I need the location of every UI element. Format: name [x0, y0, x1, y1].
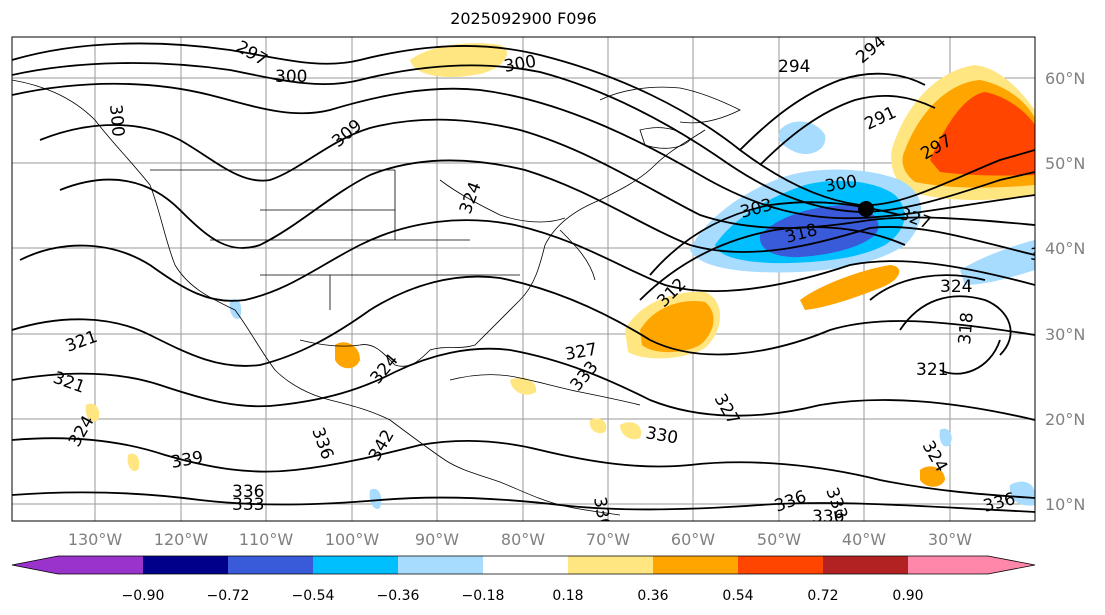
lat-label: 10°N	[1045, 495, 1085, 514]
coastline	[299, 129, 706, 367]
contour-label: 336	[232, 482, 264, 502]
colorbar-extend-high	[988, 556, 1035, 574]
contour-line	[39, 118, 1035, 229]
colorbar-segment	[143, 556, 228, 574]
negative-anomaly-area	[778, 121, 826, 155]
colorbar-segment	[653, 556, 738, 574]
lat-label: 60°N	[1045, 69, 1085, 88]
lon-label: 90°W	[415, 530, 459, 549]
graticule	[12, 37, 1035, 521]
contour-line	[59, 159, 1035, 256]
colorbar-tick-label: 0.54	[722, 588, 753, 604]
lon-label: 130°W	[68, 530, 123, 549]
colorbar-tick-label: −0.54	[292, 588, 335, 604]
lat-label: 30°N	[1045, 325, 1085, 344]
colorbar-tick-label: −0.18	[462, 588, 505, 604]
contour-line	[12, 347, 1035, 421]
lat-label: 20°N	[1045, 410, 1085, 429]
colorbar-segment	[738, 556, 823, 574]
contour-line	[899, 295, 1012, 356]
lat-label: 50°N	[1045, 154, 1085, 173]
contour-label: 324	[940, 277, 972, 297]
contour-label: 336	[812, 507, 844, 527]
colorbar-segment	[568, 556, 653, 574]
contour-line	[759, 95, 936, 166]
colorbar-tick-label: −0.90	[122, 588, 165, 604]
contour-label: 333	[232, 495, 264, 515]
colorbar-segment	[823, 556, 908, 574]
negative-anomaly-area	[1009, 481, 1035, 506]
border-line	[439, 179, 596, 281]
colorbar-extend-low	[12, 556, 58, 574]
contour-label: 321	[916, 360, 948, 380]
positive-anomaly-area	[127, 453, 140, 472]
negative-anomaly-area	[229, 298, 242, 319]
colorbar-tick-label: 0.72	[807, 588, 838, 604]
colorbar-segment	[313, 556, 398, 574]
positive-anomaly-area	[920, 466, 945, 487]
colorbar-ticks: −0.90 −0.72 −0.54 −0.36 −0.18 0.18 0.36 …	[122, 588, 924, 604]
contour-line	[12, 275, 1035, 367]
positive-anomaly-area	[640, 300, 714, 353]
contour-line	[739, 72, 926, 151]
colorbar-tick-label: −0.36	[377, 588, 420, 604]
positive-anomaly-area	[800, 265, 900, 310]
map-title: 2025092900 F096	[450, 9, 597, 28]
negative-anomaly-area	[369, 488, 382, 509]
colorbar-segment	[58, 556, 143, 574]
contour-label: 300	[275, 67, 307, 87]
positive-anomaly-area	[410, 43, 508, 78]
lon-label: 30°W	[928, 530, 972, 549]
contour-line	[639, 226, 906, 301]
lon-label: 80°W	[501, 530, 545, 549]
positive-anomaly-area	[930, 92, 1035, 176]
contour-line	[19, 219, 1035, 302]
map-frame	[11, 36, 1036, 522]
location-marker	[858, 201, 874, 217]
contour-label: 336	[589, 495, 614, 530]
positive-anomaly-area	[335, 342, 360, 369]
colorbar-segment	[483, 556, 568, 574]
positive-anomaly-area	[85, 403, 100, 422]
coastlines	[12, 79, 741, 516]
coastline	[449, 374, 641, 406]
lon-label: 100°W	[325, 530, 380, 549]
colorbar-segment	[228, 556, 313, 574]
lon-label: 60°W	[671, 530, 715, 549]
lat-label: 40°N	[1045, 239, 1085, 258]
positive-anomaly-area	[510, 377, 537, 395]
contour-line	[12, 82, 1035, 220]
contour-label: 318	[955, 311, 978, 345]
colorbar-outline	[11, 555, 1036, 575]
contour-label: 300	[105, 104, 128, 138]
colorbar: −0.90 −0.72 −0.54 −0.36 −0.18 0.18 0.36 …	[11, 555, 1036, 604]
lon-axis: 130°W 120°W 110°W 100°W 90°W 80°W 70°W 6…	[68, 530, 972, 549]
colorbar-tick-label: −0.72	[207, 588, 250, 604]
lon-label: 70°W	[586, 530, 630, 549]
contour-line	[869, 274, 1001, 375]
colorbar-segment	[398, 556, 483, 574]
contour-label: 294	[778, 57, 810, 77]
contour-line	[12, 491, 1035, 513]
colorbar-tick-label: 0.36	[637, 588, 668, 604]
lon-label: 50°W	[757, 530, 801, 549]
lon-label: 110°W	[239, 530, 294, 549]
lat-axis: 60°N 50°N 40°N 30°N 20°N 10°N	[1045, 69, 1085, 514]
lon-label: 120°W	[154, 530, 209, 549]
contour-line	[12, 437, 1035, 499]
coastline	[639, 127, 691, 149]
colorbar-tick-label: 0.18	[552, 588, 583, 604]
coastline	[599, 86, 741, 124]
lon-label: 40°W	[842, 530, 886, 549]
colorbar-segment	[908, 556, 988, 574]
shaded-field	[85, 43, 1035, 509]
colorbar-tick-label: 0.90	[892, 588, 923, 604]
contour-label: 321	[1030, 245, 1062, 265]
coastline	[12, 79, 621, 516]
positive-anomaly-area	[589, 418, 607, 434]
positive-anomaly-area	[620, 422, 642, 440]
border-line	[150, 169, 520, 310]
negative-anomaly-area	[939, 428, 952, 447]
